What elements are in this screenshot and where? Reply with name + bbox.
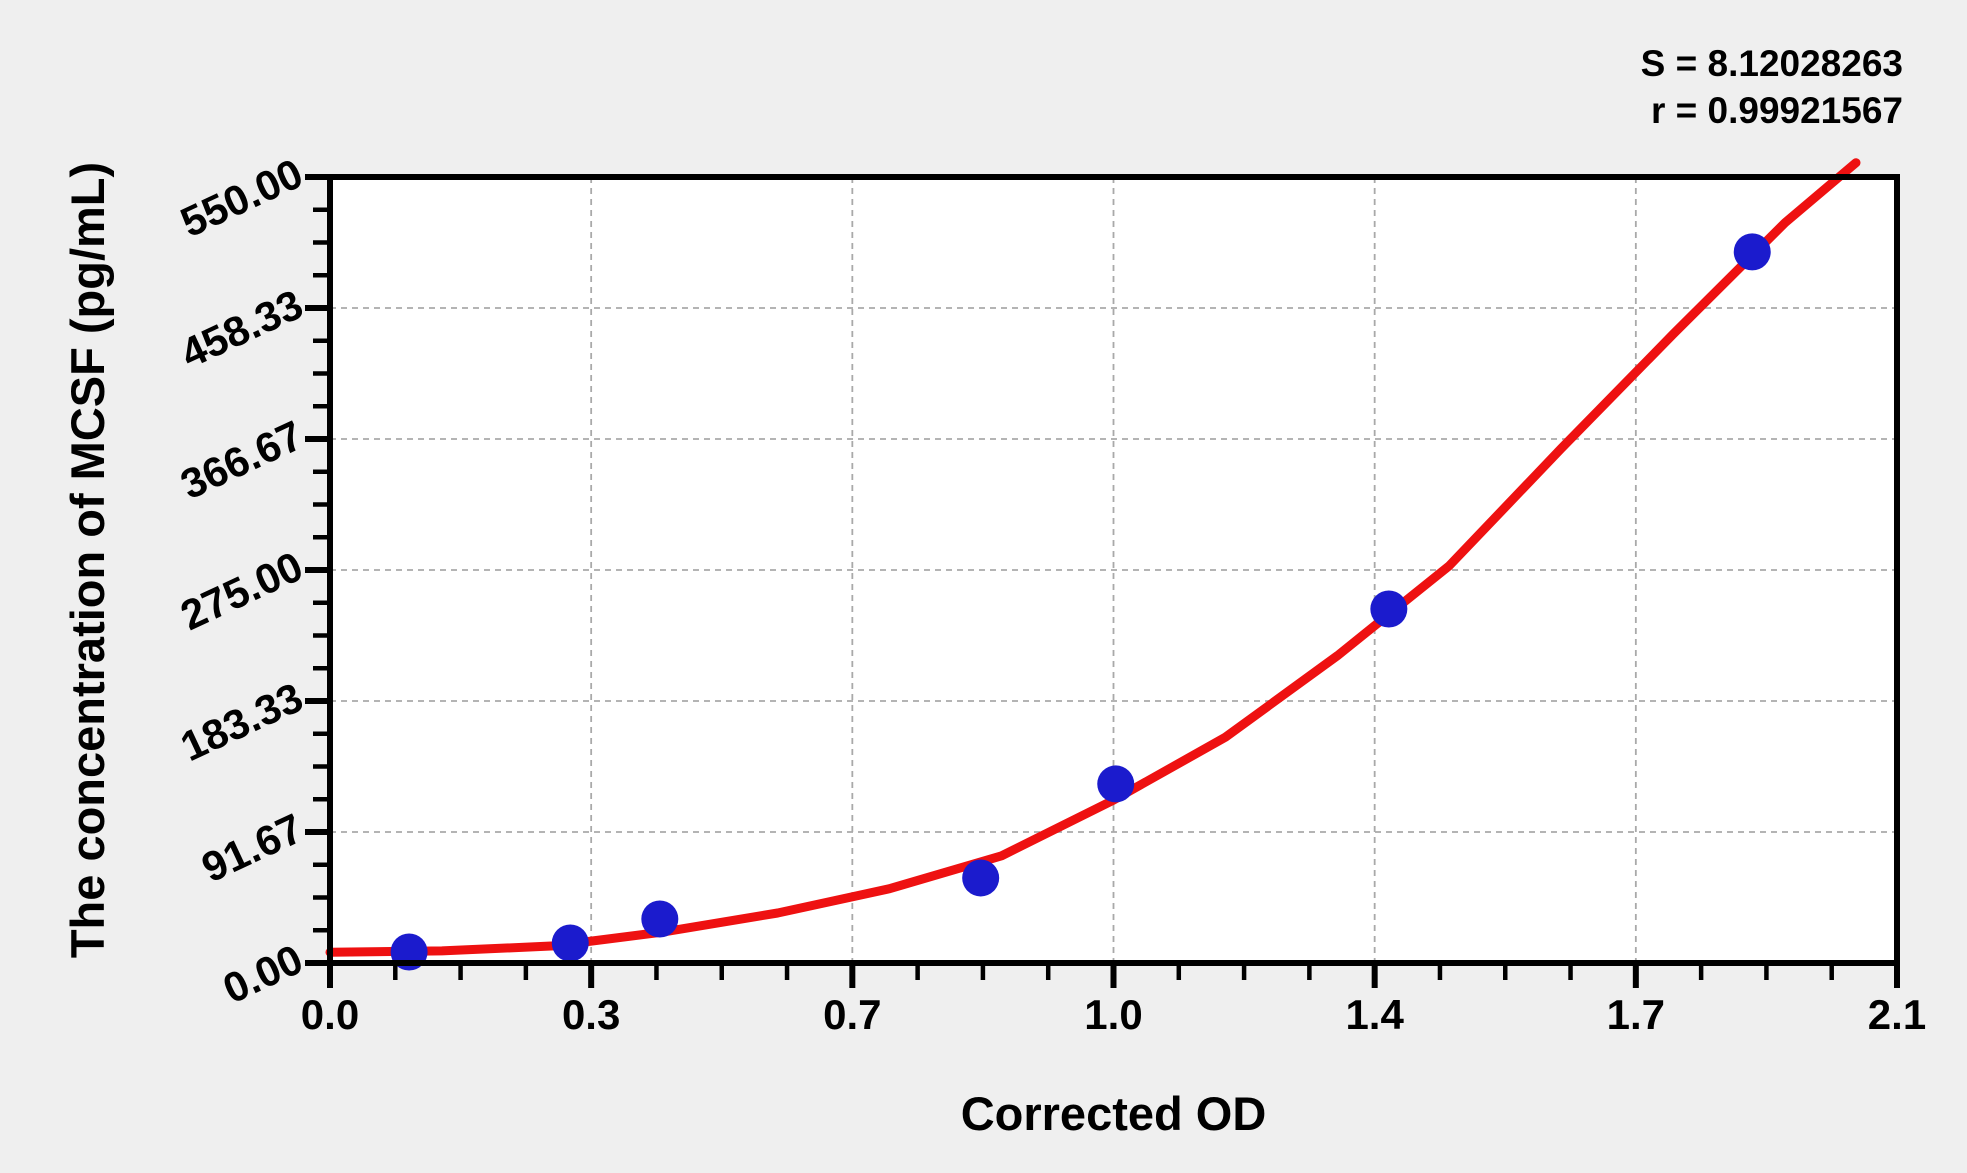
data-point xyxy=(1733,233,1771,271)
x-tick-label: 0.7 xyxy=(823,991,882,1038)
r-value-label: r = 0.99921567 xyxy=(1650,90,1903,131)
x-tick-label: 0.3 xyxy=(561,991,621,1038)
plot-frame xyxy=(327,174,1900,966)
s-value-label: S = 8.12028263 xyxy=(1640,43,1903,84)
x-tick-label: 1.7 xyxy=(1606,991,1666,1038)
x-tick-label: 0.0 xyxy=(300,991,360,1038)
fit-statistics: S = 8.12028263 r = 0.99921567 xyxy=(1641,40,1903,134)
x-axis-title: Corrected OD xyxy=(960,1087,1267,1140)
data-point xyxy=(1097,765,1135,803)
data-point xyxy=(641,900,679,938)
data-point xyxy=(962,859,1000,897)
data-point xyxy=(1370,590,1408,628)
x-tick-label: 1.4 xyxy=(1345,991,1404,1038)
x-tick-label: 1.0 xyxy=(1084,991,1143,1038)
x-tick-label: 2.1 xyxy=(1867,991,1927,1038)
data-point xyxy=(551,924,589,962)
